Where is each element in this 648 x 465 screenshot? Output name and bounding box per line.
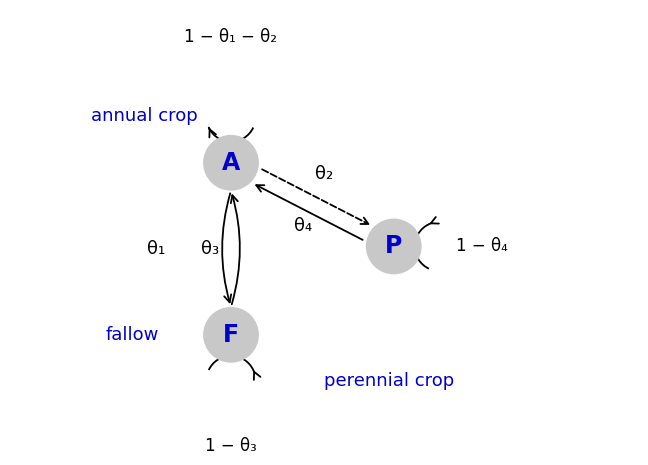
Text: fallow: fallow — [106, 326, 159, 344]
Circle shape — [366, 219, 422, 274]
Text: P: P — [385, 234, 402, 259]
FancyArrowPatch shape — [231, 195, 240, 304]
Text: θ₁: θ₁ — [148, 240, 166, 258]
Text: perennial crop: perennial crop — [324, 372, 454, 390]
Text: θ₂: θ₂ — [315, 166, 333, 183]
Circle shape — [203, 307, 259, 363]
Text: 1 − θ₃: 1 − θ₃ — [205, 438, 257, 455]
FancyArrowPatch shape — [256, 185, 363, 240]
Text: annual crop: annual crop — [91, 107, 198, 125]
FancyArrowPatch shape — [222, 193, 231, 302]
Text: θ₄: θ₄ — [294, 217, 312, 234]
Circle shape — [203, 135, 259, 191]
Text: F: F — [223, 323, 239, 347]
Text: A: A — [222, 151, 240, 175]
Text: θ₃: θ₃ — [201, 240, 219, 258]
Text: 1 − θ₁ − θ₂: 1 − θ₁ − θ₂ — [185, 28, 277, 46]
FancyArrowPatch shape — [262, 169, 369, 224]
Text: 1 − θ₄: 1 − θ₄ — [456, 238, 508, 255]
